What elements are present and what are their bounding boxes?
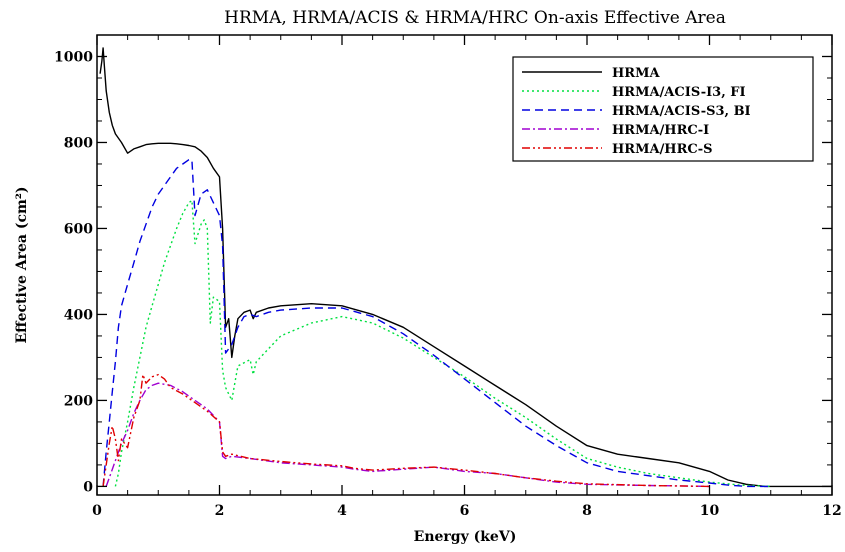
y-tick-label: 0 xyxy=(83,479,93,495)
x-tick-label: 6 xyxy=(460,503,470,519)
legend-label: HRMA/ACIS-S3, BI xyxy=(612,104,751,119)
x-tick-label: 0 xyxy=(92,503,102,519)
y-tick-label: 800 xyxy=(64,135,93,151)
chart-title: HRMA, HRMA/ACIS & HRMA/HRC On-axis Effec… xyxy=(224,8,726,28)
y-axis: 0 200 400 600 800 1000 xyxy=(54,49,832,495)
y-tick-label: 600 xyxy=(64,221,93,237)
series-line-2 xyxy=(102,158,771,488)
legend-label: HRMA/HRC-I xyxy=(612,123,709,138)
legend: HRMA HRMA/ACIS-I3, FI HRMA/ACIS-S3, BI HRMA… xyxy=(512,56,814,162)
x-tick-label: 12 xyxy=(822,503,841,519)
y-tick-label: 400 xyxy=(64,307,93,323)
y-tick-label: 1000 xyxy=(54,49,93,65)
plot-area xyxy=(99,47,832,488)
legend-label: HRMA/HRC-S xyxy=(612,142,713,157)
y-tick-label: 200 xyxy=(64,393,93,409)
series-line-4 xyxy=(102,373,710,488)
x-axis-label: Energy (keV) xyxy=(414,529,517,545)
series-line-0 xyxy=(99,47,832,488)
series-line-3 xyxy=(105,382,710,488)
legend-box xyxy=(512,56,814,162)
x-tick-label: 8 xyxy=(582,503,592,519)
y-axis-label: Effective Area (cm²) xyxy=(14,186,30,343)
x-tick-label: 10 xyxy=(700,503,720,519)
series-line-1 xyxy=(114,199,771,488)
x-tick-label: 2 xyxy=(215,503,225,519)
x-tick-label: 4 xyxy=(337,503,347,519)
legend-label: HRMA/ACIS-I3, FI xyxy=(612,85,746,100)
legend-label: HRMA xyxy=(612,66,660,81)
